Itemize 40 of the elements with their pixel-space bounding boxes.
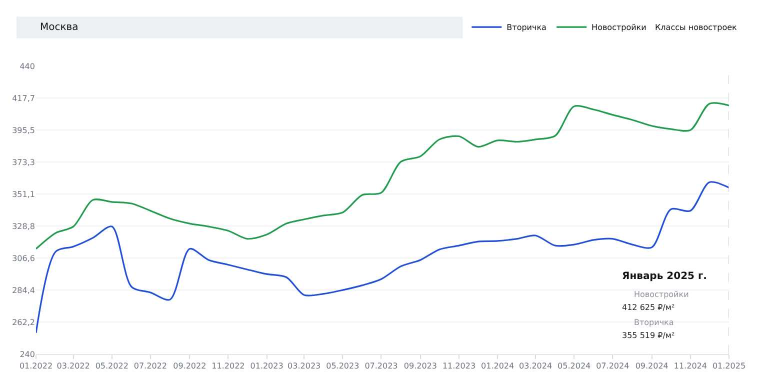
annotation: 355 519 ₽/м² — [622, 331, 675, 340]
x-tick-label: 11.2023 — [442, 362, 476, 371]
line-series — [36, 181, 729, 334]
y-tick-label: 306,6 — [12, 254, 35, 263]
legend-label: Новостройки — [592, 23, 646, 32]
x-tick-label: 05.2022 — [95, 362, 128, 371]
x-tick-label: 09.2022 — [173, 362, 206, 371]
y-tick-label: 328,8 — [12, 222, 35, 231]
y-tick-label: 284,4 — [12, 286, 35, 295]
x-tick-label: 01.2022 — [19, 362, 53, 371]
y-tick-label: 395,5 — [12, 126, 35, 135]
y-tick-label: 240 — [20, 350, 35, 359]
x-tick-label: 11.2024 — [674, 362, 707, 371]
x-tick-label: 05.2024 — [558, 362, 591, 371]
annotation: 412 625 ₽/м² — [622, 303, 675, 312]
legend-label: Вторичка — [506, 23, 547, 32]
y-tick-label: 262,2 — [12, 318, 35, 327]
x-tick-label: 07.2024 — [596, 362, 630, 371]
annotation: Январь 2025 г. — [622, 271, 707, 282]
x-tick-label: 03.2022 — [56, 362, 90, 371]
x-tick-label: 09.2024 — [635, 362, 668, 371]
x-tick-label: 11.2022 — [212, 362, 245, 371]
x-tick-label: 09.2023 — [404, 362, 437, 371]
x-tick-label: 03.2023 — [288, 362, 321, 371]
y-tick-label: 440 — [20, 62, 35, 71]
line-series — [36, 102, 729, 250]
x-tick-label: 03.2024 — [518, 362, 552, 371]
y-tick-label: 417,7 — [12, 94, 35, 103]
x-tick-label: 05.2023 — [326, 362, 360, 371]
x-tick-label: 01.2023 — [250, 362, 284, 371]
annotation: Новостройки — [634, 290, 689, 299]
x-tick-label: 07.2022 — [134, 362, 167, 371]
x-tick-label: 07.2023 — [364, 362, 398, 371]
annotation: Вторичка — [634, 318, 674, 327]
y-tick-label: 373,3 — [12, 158, 35, 167]
y-tick-label: 351,1 — [12, 190, 35, 199]
text: Москва — [40, 22, 78, 33]
x-tick-label: 01.2025 — [712, 362, 746, 371]
text: Классы новостроек — [655, 23, 738, 32]
x-tick-label: 01.2024 — [481, 362, 514, 371]
